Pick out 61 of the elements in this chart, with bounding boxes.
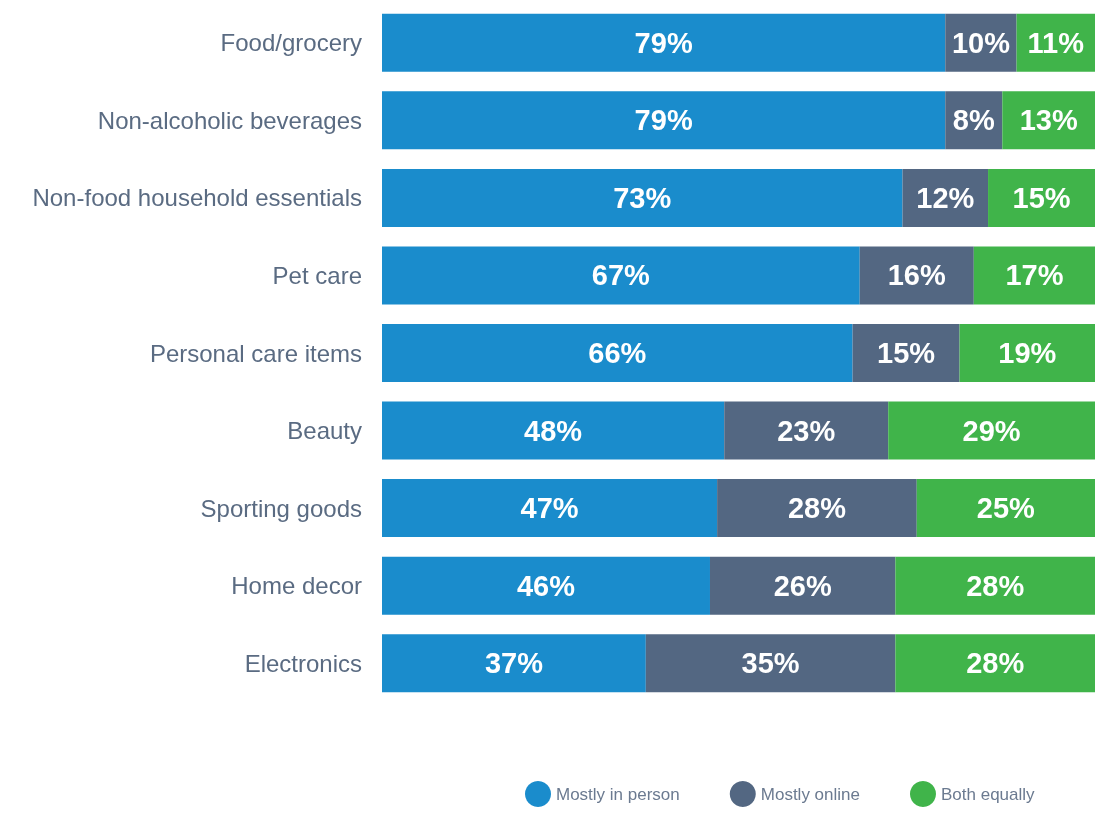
bar [859, 246, 974, 305]
data-label: 26% [773, 569, 832, 602]
data-label: 37% [484, 647, 544, 680]
y-tick-label: Home decor [231, 572, 362, 600]
data-label: 29% [962, 414, 1021, 447]
data-label: 67% [591, 259, 651, 292]
data-label: 23% [777, 414, 836, 447]
data-label: 28% [966, 647, 1025, 680]
data-label: 73% [613, 181, 672, 214]
data-label: 12% [916, 181, 975, 214]
bar [382, 401, 725, 460]
bar [895, 556, 1095, 615]
bar [988, 168, 1095, 227]
bar [382, 556, 710, 615]
data-label: 48% [524, 414, 583, 447]
bar [916, 479, 1095, 538]
data-label: 16% [887, 259, 946, 292]
data-label: 79% [634, 104, 693, 137]
bar [382, 13, 946, 72]
data-label: 8% [952, 104, 995, 137]
bar [709, 556, 896, 615]
data-label: 28% [966, 569, 1025, 602]
y-tick-label: Food/grocery [220, 29, 362, 57]
data-label: 17% [1005, 259, 1064, 292]
data-label: 10% [951, 26, 1011, 59]
bar [959, 324, 1095, 382]
bar [895, 634, 1095, 693]
bar [717, 479, 917, 538]
data-label: 66% [588, 337, 647, 369]
legend-label: Mostly in person [556, 784, 680, 804]
data-label: 46% [516, 569, 576, 602]
y-tick-label: Non-food household essentials [32, 184, 362, 212]
data-label: 35% [741, 647, 800, 680]
bar [382, 324, 853, 382]
legend-label: Mostly online [760, 784, 860, 804]
data-label: 25% [976, 492, 1036, 525]
bar [382, 479, 718, 538]
data-label: 47% [520, 492, 579, 525]
y-tick-label: Pet care [272, 261, 362, 289]
bar [888, 401, 1095, 460]
data-label: 11% [1027, 26, 1085, 59]
data-label: 15% [877, 337, 936, 369]
bar [382, 246, 860, 305]
y-tick-label: Sporting goods [200, 494, 362, 522]
bar [645, 634, 896, 693]
data-label: 15% [1012, 181, 1071, 214]
data-label: 28% [787, 492, 847, 525]
bar [382, 168, 903, 227]
bar [382, 634, 646, 693]
legend-label: Both equally [940, 784, 1036, 804]
y-tick-label: Personal care items [149, 339, 362, 367]
bar [852, 324, 960, 382]
y-tick-label: Non-alcoholic beverages [97, 106, 362, 134]
data-label: 19% [998, 337, 1057, 369]
data-label: 79% [634, 26, 693, 59]
y-tick-label: Electronics [244, 649, 362, 677]
y-tick-label: Beauty [287, 417, 362, 445]
bar [973, 246, 1095, 305]
bar [724, 401, 889, 460]
bar [382, 91, 946, 150]
data-label: 13% [1019, 104, 1078, 137]
